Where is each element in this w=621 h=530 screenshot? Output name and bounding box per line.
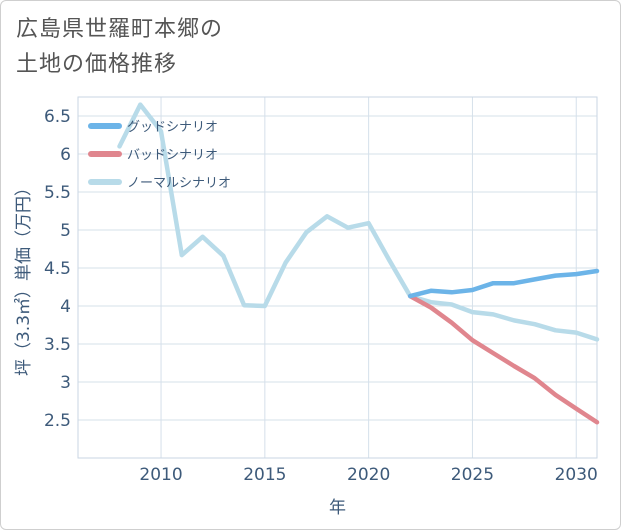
- y-tick-label: 4: [60, 297, 71, 317]
- x-tick-label: 2010: [139, 465, 182, 485]
- series-lines: [117, 102, 600, 425]
- y-tick-label: 3: [60, 373, 71, 393]
- x-axis-label: 年: [329, 498, 346, 518]
- chart-title-line-2: 土地の価格推移: [16, 52, 178, 77]
- y-tick-labels: 2.5 3 3.5 4 4.5 5 5.5 6 6.5: [44, 107, 71, 431]
- x-tick-label: 2030: [555, 465, 598, 485]
- x-tick-labels: 2010 2015 2020 2025 2030: [139, 465, 597, 485]
- series-line-good: [407, 268, 600, 299]
- y-tick-label: 5: [60, 221, 71, 241]
- series-line-bad: [407, 293, 600, 425]
- legend-label: ノーマルシナリオ: [127, 176, 231, 191]
- y-tick-label: 6: [60, 145, 71, 165]
- chart-title: 広島県世羅町本郷の 土地の価格推移: [16, 12, 223, 82]
- plot-border: [77, 96, 598, 459]
- x-tick-label: 2025: [451, 465, 494, 485]
- x-tick-label: 2020: [347, 465, 390, 485]
- x-tick-label: 2015: [243, 465, 286, 485]
- series-line-normal: [117, 102, 600, 342]
- legend-label: バッドシナリオ: [127, 148, 218, 163]
- y-tick-label: 4.5: [44, 259, 71, 279]
- chart-title-line-1: 広島県世羅町本郷の: [16, 17, 224, 42]
- y-tick-label: 5.5: [44, 183, 71, 203]
- y-tick-label: 6.5: [44, 107, 71, 127]
- legend-label: グッドシナリオ: [127, 120, 218, 135]
- y-tick-label: 2.5: [44, 411, 71, 431]
- y-tick-label: 3.5: [44, 335, 71, 355]
- y-axis-label: 坪（3.3㎡）単価（万円）: [14, 179, 34, 376]
